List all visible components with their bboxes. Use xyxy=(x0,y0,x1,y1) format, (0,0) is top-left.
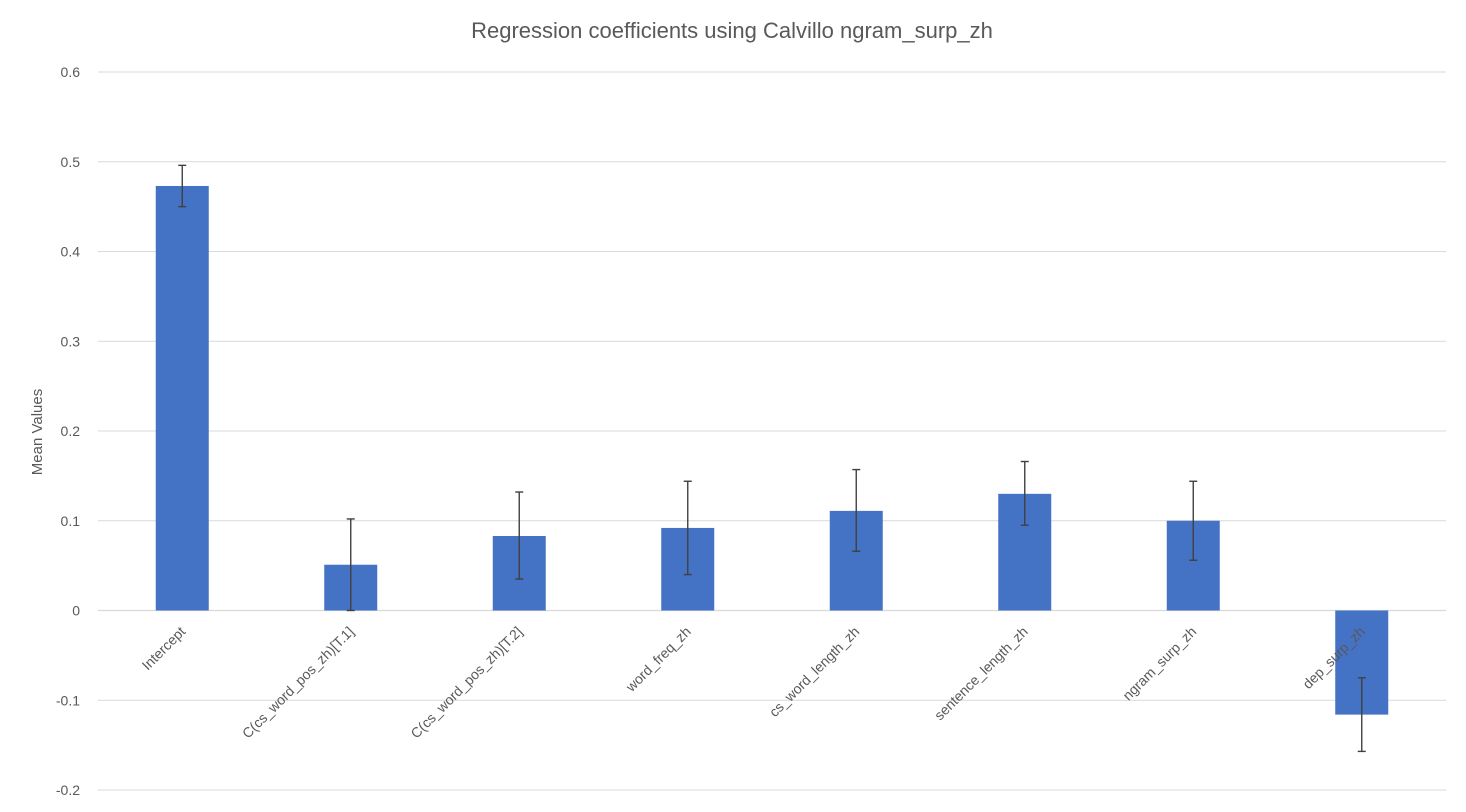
y-tick-label-6: 0 xyxy=(72,603,80,619)
y-tick-label-1: 0.5 xyxy=(61,154,81,170)
x-tick-label-4: cs_word_length_zh xyxy=(766,623,863,720)
chart-title: Regression coefficients using Calvillo n… xyxy=(471,18,993,43)
y-tick-labels: 0.6 0.5 0.4 0.3 0.2 0.1 0 -0.1 -0.2 xyxy=(56,64,80,798)
y-tick-label-2: 0.4 xyxy=(61,244,81,260)
error-bar-0 xyxy=(178,164,187,208)
error-bar-1 xyxy=(346,518,355,612)
y-tick-label-8: -0.2 xyxy=(56,782,80,798)
y-tick-label-4: 0.2 xyxy=(61,423,81,439)
error-bar-3 xyxy=(683,480,692,576)
x-tick-label-1: C(cs_word_pos_zh)[T.1] xyxy=(239,623,357,741)
error-bar-2 xyxy=(515,491,524,580)
y-tick-label-5: 0.1 xyxy=(61,513,81,529)
x-tick-label-5: sentence_length_zh xyxy=(931,623,1031,723)
x-tick-labels: Intercept C(cs_word_pos_zh)[T.1] C(cs_word… xyxy=(139,623,1368,741)
y-tick-label-3: 0.3 xyxy=(61,333,81,349)
error-bar-7 xyxy=(1357,677,1366,753)
error-bar-5 xyxy=(1020,460,1029,526)
x-tick-label-6: ngram_surp_zh xyxy=(1119,623,1199,703)
bar-0 xyxy=(155,185,209,611)
y-tick-label-7: -0.1 xyxy=(56,692,80,708)
gridlines xyxy=(98,71,1446,791)
x-tick-label-2: C(cs_word_pos_zh)[T.2] xyxy=(407,623,525,741)
x-tick-label-3: word_freq_zh xyxy=(622,623,694,695)
y-tick-label-0: 0.6 xyxy=(61,64,81,80)
error-bars xyxy=(178,164,1366,753)
error-bar-6 xyxy=(1189,480,1198,561)
error-bar-4 xyxy=(852,468,861,552)
y-axis-label: Mean Values xyxy=(29,389,46,475)
x-tick-label-0: Intercept xyxy=(139,623,189,673)
